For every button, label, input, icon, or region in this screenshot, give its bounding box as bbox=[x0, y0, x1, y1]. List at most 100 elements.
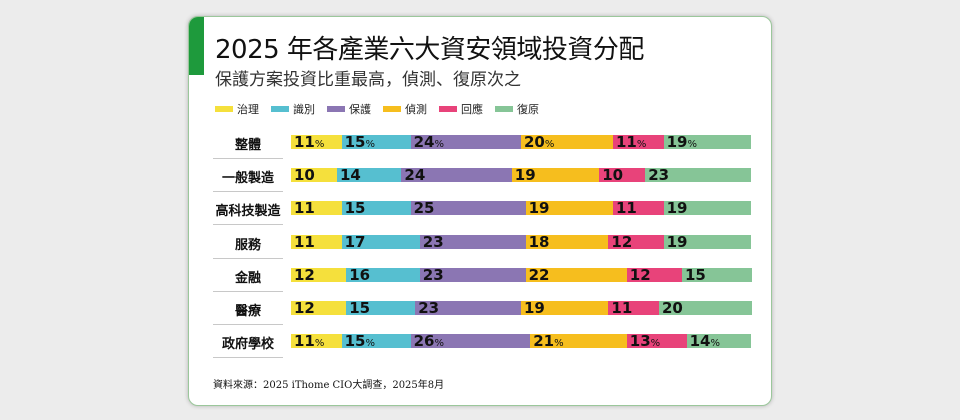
data-label: 20 bbox=[662, 299, 683, 317]
legend-swatch bbox=[327, 106, 345, 112]
data-label: 12 bbox=[611, 232, 633, 251]
category-label: 金融 bbox=[234, 270, 261, 286]
bar-segment bbox=[659, 301, 752, 315]
data-label: 19% bbox=[666, 133, 697, 151]
bar-segment bbox=[291, 135, 343, 149]
legend-swatch bbox=[383, 106, 401, 112]
legend-swatch bbox=[215, 106, 233, 112]
legend-swatch bbox=[271, 106, 289, 112]
row-divider bbox=[213, 191, 283, 193]
bar-segment bbox=[525, 234, 609, 249]
data-label: 23 bbox=[648, 166, 670, 185]
data-label: 15 bbox=[685, 265, 706, 284]
data-label: 15% bbox=[344, 332, 375, 351]
data-label: 12 bbox=[294, 299, 315, 317]
bar-segment bbox=[410, 334, 531, 349]
data-label: 19 bbox=[666, 232, 688, 251]
bar-segment bbox=[521, 135, 614, 149]
bar-segment bbox=[608, 234, 665, 249]
data-label: 26% bbox=[413, 332, 444, 351]
legend-item: 偵測 bbox=[383, 101, 427, 117]
bar-segment bbox=[419, 234, 527, 249]
bar-segment bbox=[626, 267, 683, 282]
legend-label: 保護 bbox=[349, 103, 371, 116]
legend: 治理 識別 保護 偵測 回應 復原 bbox=[215, 101, 539, 117]
data-label: 12 bbox=[294, 265, 315, 284]
bar-segment bbox=[291, 234, 343, 249]
bar-segment bbox=[525, 267, 628, 282]
legend-item: 保護 bbox=[327, 101, 371, 117]
data-label: 11 bbox=[294, 199, 315, 218]
bar-segment bbox=[663, 234, 752, 249]
data-label: 24 bbox=[404, 166, 426, 185]
bar-segment bbox=[608, 301, 660, 315]
bar-segment bbox=[337, 168, 402, 183]
data-label: 11 bbox=[616, 199, 637, 218]
row-divider bbox=[213, 224, 283, 226]
row-divider bbox=[213, 290, 283, 292]
bar-segment bbox=[291, 334, 343, 349]
legend-swatch bbox=[439, 106, 457, 112]
category-label: 醫療 bbox=[234, 304, 261, 319]
bar-segment bbox=[419, 267, 527, 282]
data-label: 25 bbox=[413, 199, 435, 218]
data-label: 24% bbox=[413, 133, 444, 151]
bar-segment bbox=[511, 168, 600, 183]
data-label: 23 bbox=[418, 299, 440, 317]
bar-segment bbox=[410, 201, 527, 216]
data-label: 14 bbox=[340, 166, 361, 185]
bar-segment bbox=[613, 135, 665, 149]
chart-title: 2025 年各產業六大資安領域投資分配 bbox=[215, 35, 644, 65]
bar-segment bbox=[599, 168, 646, 183]
bar-segment bbox=[663, 201, 752, 216]
bar-segment bbox=[530, 334, 628, 349]
data-label: 20% bbox=[524, 133, 555, 151]
data-label: 16 bbox=[349, 265, 371, 284]
data-label: 23 bbox=[422, 265, 444, 284]
legend-label: 偵測 bbox=[405, 103, 427, 116]
data-label: 14% bbox=[689, 332, 720, 351]
accent-bar bbox=[189, 17, 204, 75]
data-label: 11% bbox=[616, 133, 647, 151]
bar-segment bbox=[626, 334, 688, 349]
bar-segment bbox=[341, 234, 421, 249]
data-label: 10 bbox=[602, 166, 624, 185]
category-label: 服務 bbox=[234, 237, 261, 253]
legend-label: 復原 bbox=[517, 103, 539, 116]
data-label: 22 bbox=[528, 265, 550, 284]
source-note: 資料來源：2025 iThome CIO大調查，2025年8月 bbox=[213, 380, 445, 391]
data-label: 10 bbox=[294, 166, 315, 185]
bar-segment bbox=[291, 168, 338, 183]
bar-segment bbox=[291, 267, 347, 282]
legend-label: 回應 bbox=[461, 103, 483, 116]
category-label: 一般製造 bbox=[221, 171, 274, 187]
bar-segment bbox=[415, 301, 522, 315]
data-label: 17 bbox=[344, 232, 366, 251]
legend-item: 復原 bbox=[495, 101, 539, 117]
bar-segment bbox=[521, 301, 609, 315]
legend-label: 識別 bbox=[293, 103, 315, 116]
bar-segment bbox=[686, 334, 752, 349]
data-label: 19 bbox=[514, 166, 536, 185]
bar-segment bbox=[341, 201, 412, 216]
data-label: 19 bbox=[524, 299, 545, 317]
data-label: 11 bbox=[611, 299, 633, 317]
legend-swatch bbox=[495, 106, 513, 112]
bar-segment bbox=[663, 135, 752, 149]
row-divider bbox=[213, 158, 283, 159]
data-label: 21% bbox=[533, 332, 564, 351]
data-label: 11% bbox=[294, 332, 325, 351]
row-divider bbox=[213, 357, 283, 359]
bar-segment bbox=[346, 301, 416, 315]
bar-segment bbox=[341, 135, 412, 149]
bar-segment bbox=[525, 201, 614, 216]
data-label: 12 bbox=[629, 265, 651, 284]
data-label: 15 bbox=[344, 199, 366, 218]
category-label: 高科技製造 bbox=[215, 204, 281, 220]
bar-segment bbox=[291, 301, 347, 315]
data-label: 13% bbox=[629, 332, 661, 351]
legend-label: 治理 bbox=[237, 103, 259, 116]
data-label: 19 bbox=[666, 199, 688, 218]
data-label: 15 bbox=[349, 299, 371, 317]
bar-segment bbox=[410, 135, 522, 149]
